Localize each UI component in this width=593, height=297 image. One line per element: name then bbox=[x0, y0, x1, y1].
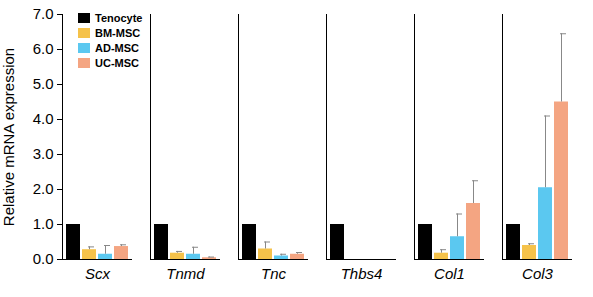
svg-text:Tnc: Tnc bbox=[261, 265, 287, 282]
html-text:UC-MSC: UC-MSC bbox=[95, 56, 139, 69]
svg-text:Relative mRNA expression: Relative mRNA expression bbox=[0, 48, 17, 226]
svg-text:Thbs4: Thbs4 bbox=[341, 265, 383, 282]
svg-text:3.0: 3.0 bbox=[33, 145, 54, 162]
svg-text:0.0: 0.0 bbox=[33, 250, 54, 267]
svg-text:Col1: Col1 bbox=[434, 265, 465, 282]
svg-text:4.0: 4.0 bbox=[33, 110, 54, 127]
html-text:AD-MSC: AD-MSC bbox=[95, 41, 139, 54]
svg-text:6.0: 6.0 bbox=[33, 40, 54, 57]
svg-text:Tnmd: Tnmd bbox=[166, 265, 205, 282]
svg-text:1.0: 1.0 bbox=[33, 215, 54, 232]
svg-text:2.0: 2.0 bbox=[33, 180, 54, 197]
html-text:Tenocyte: Tenocyte bbox=[95, 11, 143, 24]
svg-text:Scx: Scx bbox=[85, 265, 111, 282]
svg-text:7.0: 7.0 bbox=[33, 5, 54, 22]
svg-text:5.0: 5.0 bbox=[33, 75, 54, 92]
svg-text:Col3: Col3 bbox=[522, 265, 554, 282]
html-text:BM-MSC: BM-MSC bbox=[95, 26, 141, 39]
